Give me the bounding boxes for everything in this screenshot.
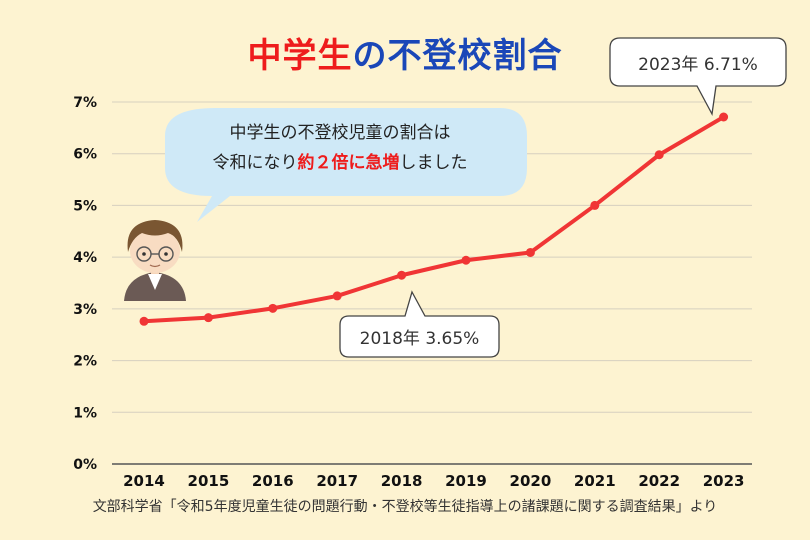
data-point (332, 291, 342, 301)
x-tick-label: 2016 (252, 472, 294, 490)
data-point (203, 313, 213, 323)
x-tick-label: 2021 (574, 472, 616, 490)
data-point (139, 316, 149, 326)
chart-title-rest: の不登校割合 (352, 36, 563, 76)
y-tick-label: 7% (73, 95, 97, 111)
x-tick-label: 2019 (445, 472, 487, 490)
x-tick-label: 2018 (381, 472, 423, 490)
data-point (525, 247, 535, 257)
x-tick-label: 2020 (510, 472, 552, 490)
speech-line-2-emphasis: 約２倍に急増 (297, 153, 400, 173)
x-tick-label: 2015 (188, 472, 230, 490)
speech-bubble (165, 108, 527, 222)
student-avatar (124, 220, 186, 301)
x-tick-label: 2022 (638, 472, 680, 490)
y-tick-label: 6% (73, 147, 97, 163)
speech-line-2-pre: 令和になり (212, 153, 298, 173)
series-line (142, 114, 726, 324)
chart-title-highlight: 中学生 (247, 36, 353, 76)
data-point (461, 255, 471, 265)
speech-line-2-post: しました (399, 153, 468, 173)
callout-2023-bubble (609, 37, 787, 117)
x-tick-label: 2014 (123, 472, 165, 490)
y-tick-label: 1% (73, 405, 97, 421)
y-tick-label: 4% (73, 250, 97, 266)
chart-title: 中学生の不登校割合 (0, 28, 810, 77)
callout-2023-label: 2023年 6.71% (638, 55, 758, 75)
speech-line-1: 中学生の不登校児童の割合は (229, 123, 451, 143)
x-tick-label: 2017 (316, 472, 358, 490)
x-tick-label: 2023 (703, 472, 745, 490)
callout-2018-bubble (339, 290, 500, 358)
y-tick-label: 3% (73, 302, 97, 318)
data-point (590, 200, 600, 210)
data-point (719, 112, 729, 122)
speech-bubble-text: 中学生の不登校児童の割合は 令和になり約２倍に急増しました (170, 118, 510, 178)
y-tick-label: 0% (73, 457, 97, 473)
data-point (654, 150, 664, 160)
data-point (268, 303, 278, 313)
source-note: 文部科学省「令和5年度児童生徒の問題行動・不登校等生徒指導上の諸課題に関する調査… (92, 499, 718, 515)
speech-line-2: 令和になり約２倍に急増しました (170, 148, 510, 178)
callout-2018-label: 2018年 3.65% (359, 329, 480, 349)
y-tick-label: 5% (73, 198, 97, 214)
data-point (397, 270, 407, 280)
y-tick-label: 2% (73, 354, 97, 370)
